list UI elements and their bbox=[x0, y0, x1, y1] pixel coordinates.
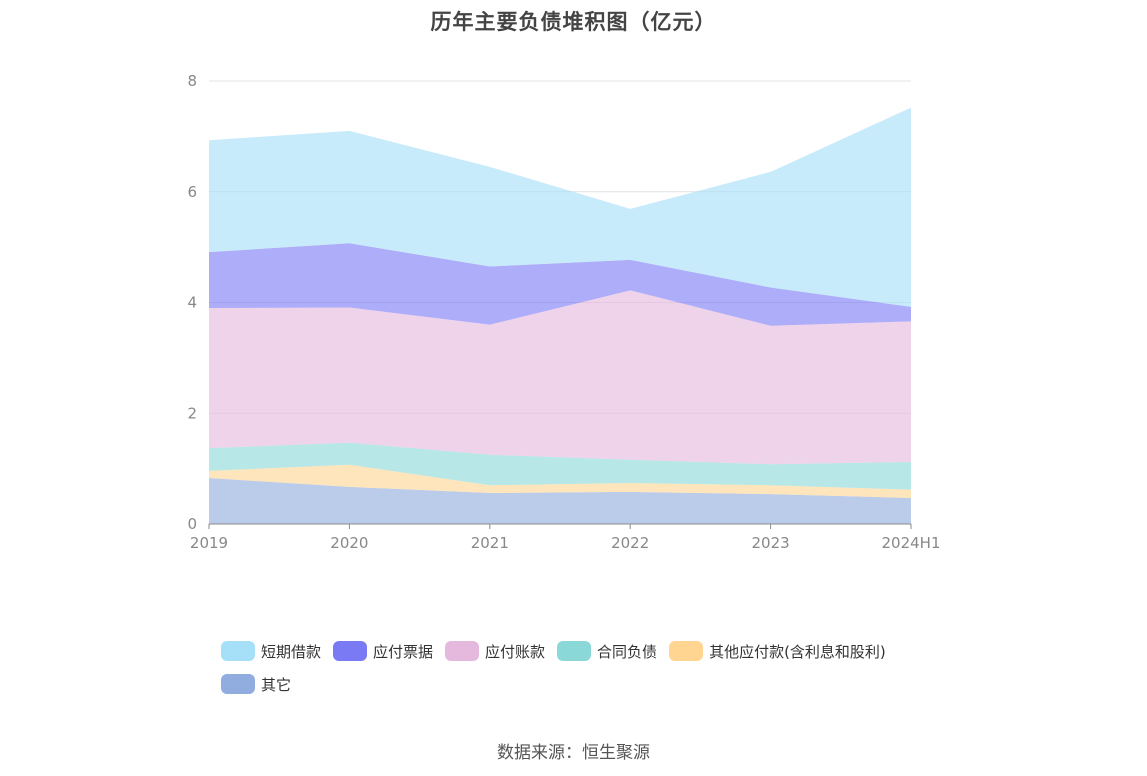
chart-legend: 短期借款 应付票据 应付账款 合同负债 其他应付款(含利息和股利) 其它 bbox=[221, 638, 981, 704]
y-tick-label: 8 bbox=[187, 72, 197, 90]
x-tick-label: 2023 bbox=[752, 534, 790, 552]
legend-item[interactable]: 合同负债 bbox=[557, 641, 657, 662]
x-tick-label: 2020 bbox=[330, 534, 368, 552]
y-tick-label: 2 bbox=[187, 404, 197, 422]
y-tick-label: 4 bbox=[187, 294, 197, 312]
stacked-area-chart: 0 2 4 6 8 2019 2020 2021 2022 2023 2024H1 bbox=[187, 72, 941, 552]
area-series-2 bbox=[209, 442, 911, 490]
legend-item[interactable]: 短期借款 bbox=[221, 641, 321, 662]
area-series-5 bbox=[209, 107, 911, 307]
legend-row: 短期借款 应付票据 应付账款 合同负债 其他应付款(含利息和股利) bbox=[221, 638, 981, 664]
legend-item[interactable]: 其他应付款(含利息和股利) bbox=[669, 641, 886, 662]
data-source: 数据来源：恒生聚源 bbox=[497, 743, 650, 763]
legend-row: 其它 bbox=[221, 671, 981, 697]
area-series-0 bbox=[209, 478, 911, 524]
area-series-4 bbox=[209, 243, 911, 326]
x-tick-label: 2021 bbox=[471, 534, 509, 552]
legend-swatch bbox=[221, 641, 255, 661]
legend-swatch bbox=[333, 641, 368, 661]
legend-item[interactable]: 其它 bbox=[221, 674, 291, 695]
y-tick-label: 0 bbox=[187, 515, 197, 533]
area-series-1 bbox=[209, 464, 911, 498]
chart-title: 历年主要负债堆积图（亿元） bbox=[430, 10, 717, 34]
legend-swatch bbox=[669, 641, 704, 661]
legend-item[interactable]: 应付账款 bbox=[445, 641, 545, 662]
y-tick-label: 6 bbox=[187, 183, 197, 201]
legend-label: 其他应付款(含利息和股利) bbox=[709, 642, 886, 661]
x-tick-label: 2022 bbox=[611, 534, 649, 552]
area-series-3 bbox=[209, 290, 911, 465]
legend-label: 短期借款 bbox=[261, 642, 322, 661]
legend-swatch bbox=[557, 641, 592, 661]
legend-swatch bbox=[445, 641, 480, 661]
legend-swatch bbox=[221, 674, 255, 694]
legend-label: 应付账款 bbox=[485, 642, 546, 661]
legend-label: 合同负债 bbox=[597, 642, 658, 661]
legend-label: 其它 bbox=[261, 675, 292, 694]
legend-item[interactable]: 应付票据 bbox=[333, 641, 433, 662]
x-tick-label: 2024H1 bbox=[882, 534, 941, 552]
legend-label: 应付票据 bbox=[373, 642, 434, 661]
x-tick-label: 2019 bbox=[190, 534, 228, 552]
